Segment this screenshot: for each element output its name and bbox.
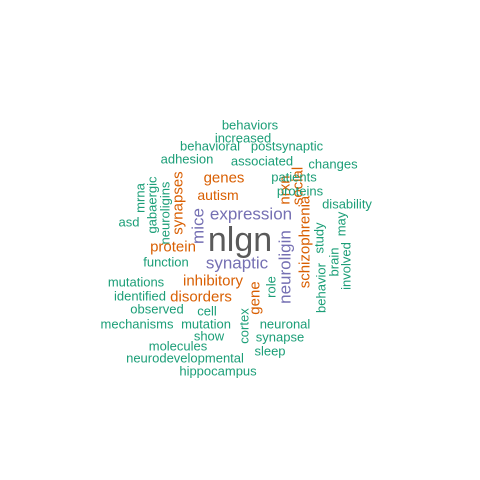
word-synaptic: synaptic — [205, 253, 269, 273]
word-adhesion: adhesion — [160, 151, 214, 167]
word-involved: involved — [338, 242, 354, 290]
word-mechanisms: mechanisms — [100, 316, 174, 332]
word-mutations: mutations — [107, 274, 165, 290]
word-cortex: cortex — [236, 308, 252, 344]
word-nlgn: nlgn — [207, 221, 273, 259]
word-neuronal: neuronal — [259, 316, 311, 332]
word-molecules: molecules — [148, 338, 208, 354]
word-synapses: synapses — [169, 171, 187, 235]
word-cell: cell — [197, 303, 217, 319]
word-synapse: synapse — [255, 329, 305, 345]
word-disability: disability — [322, 196, 372, 212]
word-autism: autism — [197, 187, 239, 203]
word-behavioral: behavioral — [180, 138, 240, 154]
word-role: role — [263, 276, 279, 298]
word-associated: associated — [230, 153, 294, 169]
word-identified: identified — [113, 288, 167, 304]
word-postsynaptic: postsynaptic — [250, 138, 324, 154]
word-asd: asd — [118, 214, 140, 230]
word-may: may — [333, 211, 349, 237]
word-increased: increased — [214, 130, 272, 146]
word-changes: changes — [308, 156, 358, 172]
word-hippocampus: hippocampus — [179, 363, 257, 379]
word-sleep: sleep — [254, 343, 286, 359]
word-schizophrenia: schizophrenia — [296, 195, 314, 289]
word-genes: genes — [203, 169, 245, 187]
word-patients: patients — [271, 169, 317, 185]
word-neuroligin: neuroligin — [275, 230, 295, 304]
word-inhibitory: inhibitory — [182, 272, 244, 290]
word-study: study — [311, 222, 327, 254]
word-expression: expression — [209, 204, 293, 224]
word-function: function — [143, 254, 189, 270]
word-show: show — [193, 328, 225, 344]
word-disorders: disorders — [170, 288, 232, 306]
word-mutation: mutation — [181, 316, 231, 332]
word-protein: protein — [150, 238, 196, 256]
word-behaviors: behaviors — [221, 117, 279, 133]
word-behavior: behavior — [313, 263, 329, 313]
word-neurodevelopmental: neurodevelopmental — [126, 350, 244, 366]
word-observed: observed — [130, 301, 184, 317]
word-proteins: proteins — [276, 183, 324, 199]
